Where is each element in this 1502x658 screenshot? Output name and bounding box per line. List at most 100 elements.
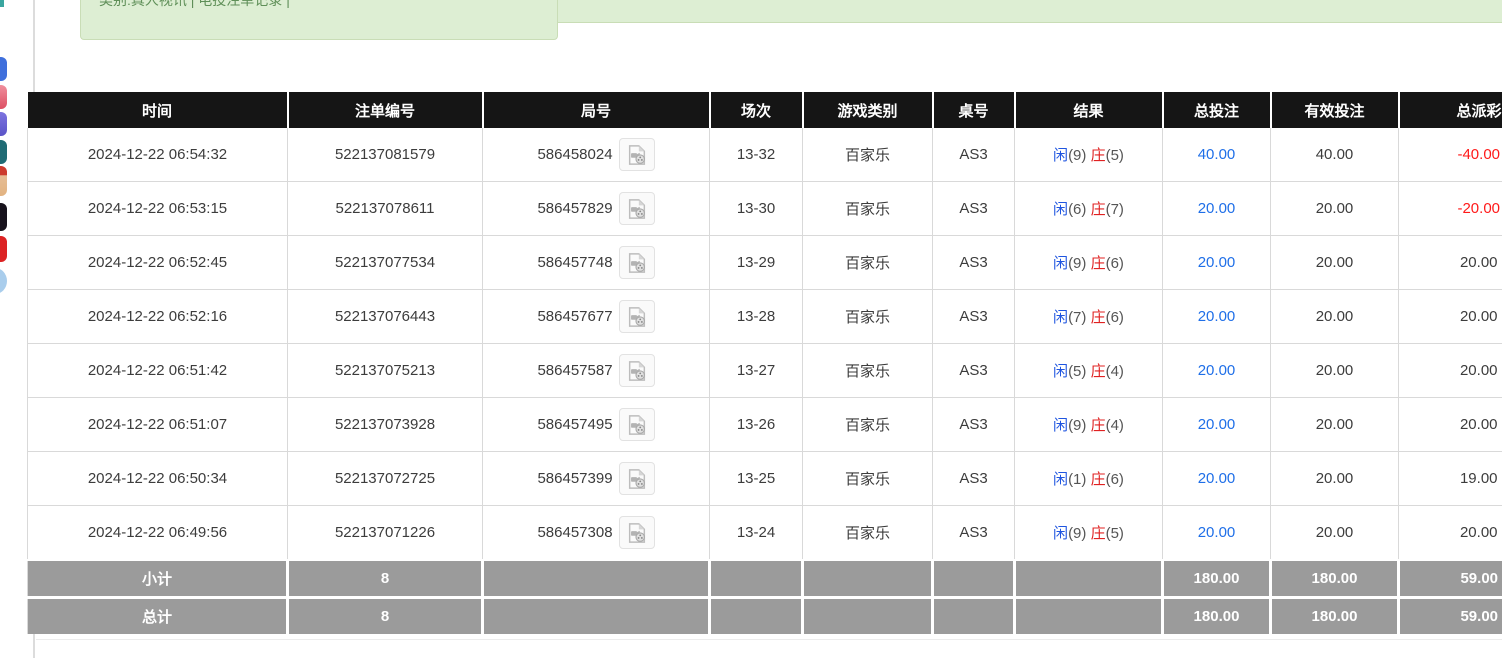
table-no-cell: AS3 — [932, 343, 1015, 398]
round-id-cell: 586457587 — [482, 343, 710, 398]
subtotal-label: 小计 — [27, 559, 289, 598]
video-replay-button[interactable] — [618, 408, 655, 441]
video-replay-icon — [628, 468, 645, 489]
table-no-cell: AS3 — [932, 505, 1015, 561]
content-bottom-border — [36, 639, 1502, 640]
light-blue-app-icon[interactable] — [0, 268, 7, 294]
video-replay-button[interactable] — [618, 462, 655, 495]
game-type-cell: 百家乐 — [802, 451, 933, 506]
result-cell: 闲(9) 庄(5) — [1014, 505, 1163, 561]
purple-app-icon[interactable] — [0, 112, 7, 136]
video-replay-button[interactable] — [618, 192, 655, 225]
result-player-score: (6) — [1068, 201, 1087, 218]
blue-app-icon[interactable] — [0, 57, 7, 81]
result-player-label: 闲 — [1053, 201, 1069, 218]
video-replay-icon — [628, 522, 645, 543]
result-banker-label: 庄 — [1090, 147, 1106, 164]
video-replay-button[interactable] — [618, 246, 655, 279]
total-bet-link[interactable]: 20.00 — [1197, 362, 1236, 379]
total-bet-link[interactable]: 20.00 — [1197, 416, 1236, 433]
total-bet-link[interactable]: 20.00 — [1197, 308, 1236, 325]
result-cell: 闲(1) 庄(6) — [1014, 451, 1163, 506]
valid-bet-cell: 20.00 — [1270, 343, 1399, 398]
video-replay-button[interactable] — [618, 516, 655, 549]
round-id-cell: 586457748 — [482, 235, 710, 290]
valid-bet-cell: 40.00 — [1270, 128, 1399, 182]
table-body: 2024-12-22 06:54:32 522137081579 5864580… — [27, 128, 1502, 561]
black-app-icon[interactable] — [0, 203, 7, 231]
total-bet-cell: 20.00 — [1162, 505, 1271, 561]
round-id-cell: 586457495 — [482, 397, 710, 452]
payout-cell: -20.00 — [1398, 181, 1502, 236]
round-id-cell: 586457677 — [482, 289, 710, 344]
table-no-cell: AS3 — [932, 235, 1015, 290]
video-replay-icon — [628, 306, 645, 327]
result-cell: 闲(6) 庄(7) — [1014, 181, 1163, 236]
total-bet-link[interactable]: 20.00 — [1197, 470, 1236, 487]
result-banker-label: 庄 — [1090, 363, 1106, 380]
round-id-value: 586457748 — [537, 254, 613, 271]
subtotal-payout: 59.00 — [1398, 559, 1502, 598]
result-banker-label: 庄 — [1090, 201, 1106, 218]
table-row: 2024-12-22 06:52:16 522137076443 5864576… — [27, 289, 1502, 344]
table-no-cell: AS3 — [932, 289, 1015, 344]
total-bet-cell: 20.00 — [1162, 289, 1271, 344]
grand-total-payout: 59.00 — [1398, 596, 1502, 634]
table-row: 2024-12-22 06:50:34 522137072725 5864573… — [27, 451, 1502, 506]
result-player-label: 闲 — [1053, 309, 1069, 326]
result-banker-score: (5) — [1105, 147, 1124, 164]
result-banker-label: 庄 — [1090, 309, 1106, 326]
game-type-cell: 百家乐 — [802, 235, 933, 290]
video-replay-button[interactable] — [618, 354, 655, 387]
total-bet-cell: 20.00 — [1162, 181, 1271, 236]
bet-id-cell: 522137081579 — [287, 128, 483, 182]
red-video-app-icon[interactable] — [0, 236, 7, 262]
result-player-label: 闲 — [1053, 525, 1069, 542]
session-cell: 13-32 — [709, 128, 803, 182]
session-cell: 13-26 — [709, 397, 803, 452]
round-id-value: 586457587 — [537, 362, 613, 379]
result-cell: 闲(9) 庄(5) — [1014, 128, 1163, 182]
bet-id-cell: 522137077534 — [287, 235, 483, 290]
result-banker-score: (4) — [1105, 417, 1124, 434]
result-banker-score: (4) — [1105, 363, 1124, 380]
video-replay-icon — [628, 144, 645, 165]
total-bet-link[interactable]: 40.00 — [1197, 146, 1236, 163]
video-replay-icon — [628, 198, 645, 219]
total-bet-link[interactable]: 20.00 — [1197, 254, 1236, 271]
col-header-table-no: 桌号 — [932, 92, 1016, 128]
table-row: 2024-12-22 06:54:32 522137081579 5864580… — [27, 128, 1502, 182]
result-player-score: (7) — [1068, 309, 1087, 326]
game-type-cell: 百家乐 — [802, 128, 933, 182]
time-cell: 2024-12-22 06:51:07 — [27, 397, 288, 452]
result-player-label: 闲 — [1053, 471, 1069, 488]
time-cell: 2024-12-22 06:52:16 — [27, 289, 288, 344]
col-header-total-bet: 总投注 — [1162, 92, 1272, 128]
result-banker-score: (6) — [1105, 471, 1124, 488]
total-bet-link[interactable]: 20.00 — [1197, 524, 1236, 541]
pink-camera-app-icon[interactable] — [0, 85, 7, 109]
video-replay-button[interactable] — [618, 300, 655, 333]
teal-app-icon[interactable] — [0, 140, 7, 164]
result-banker-score: (6) — [1105, 255, 1124, 272]
table-no-cell: AS3 — [932, 451, 1015, 506]
col-header-payout: 总派彩 — [1398, 92, 1502, 128]
time-cell: 2024-12-22 06:49:56 — [27, 505, 288, 561]
bet-records-table: 时间 注单编号 局号 场次 游戏类别 桌号 结果 总投注 有效投注 总派彩 20… — [27, 92, 1502, 634]
total-bet-link[interactable]: 20.00 — [1197, 200, 1236, 217]
bet-id-cell: 522137072725 — [287, 451, 483, 506]
col-header-round-id: 局号 — [482, 92, 711, 128]
col-header-session: 场次 — [709, 92, 804, 128]
time-cell: 2024-12-22 06:53:15 — [27, 181, 288, 236]
bet-id-cell: 522137076443 — [287, 289, 483, 344]
avatar-app-icon[interactable] — [0, 166, 7, 196]
valid-bet-cell: 20.00 — [1270, 397, 1399, 452]
round-id-value: 586457495 — [537, 416, 613, 433]
session-cell: 13-24 — [709, 505, 803, 561]
payout-cell: -40.00 — [1398, 128, 1502, 182]
result-banker-score: (7) — [1105, 201, 1124, 218]
game-type-cell: 百家乐 — [802, 289, 933, 344]
round-id-cell: 586457399 — [482, 451, 710, 506]
notice-banner: 类别:真人视讯 | 电投注单记录 | — [80, 0, 558, 40]
video-replay-button[interactable] — [618, 138, 655, 171]
